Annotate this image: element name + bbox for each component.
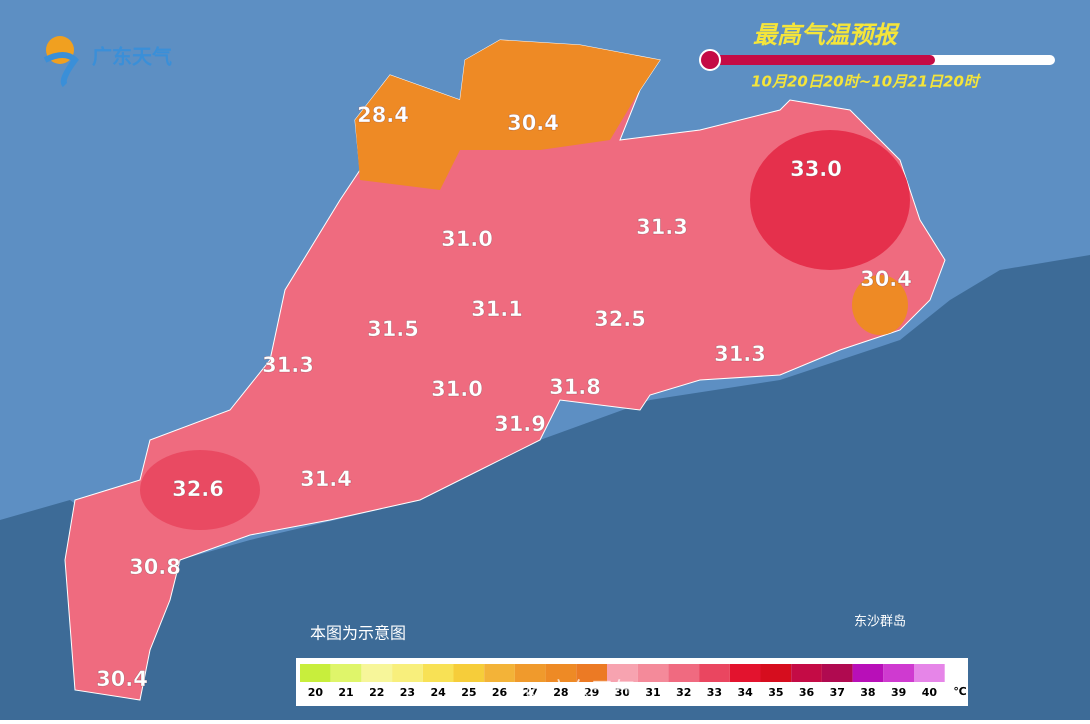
legend-swatch — [699, 664, 730, 682]
legend-label: 29 — [584, 686, 599, 699]
legend-label: 30 — [615, 686, 631, 699]
island: 东沙群岛 — [854, 614, 906, 630]
temp-label: 30.8 — [129, 555, 181, 579]
legend-label: 20 — [308, 686, 324, 699]
temp-label: 31.3 — [262, 353, 314, 377]
temp-label: 30.4 — [96, 667, 148, 691]
warm-zone — [852, 275, 908, 335]
legend-swatch — [484, 664, 515, 682]
legend-label: 22 — [369, 686, 384, 699]
legend-swatch — [760, 664, 792, 682]
temp-label: 31.4 — [300, 467, 352, 491]
legend-swatch — [821, 664, 853, 682]
legend-label: 31 — [645, 686, 660, 699]
temp-label: 30.4 — [507, 111, 559, 135]
legend-label: 24 — [430, 686, 446, 699]
temp-label: 31.8 — [549, 375, 601, 399]
thermo — [699, 49, 721, 71]
legend-label: 21 — [338, 686, 353, 699]
logo-text: 广东天气 — [92, 45, 172, 69]
legend-swatch — [637, 664, 669, 682]
logo-icon — [43, 52, 79, 88]
temp-label: 31.0 — [441, 227, 493, 251]
legend-swatch — [729, 664, 761, 682]
legend-swatch — [607, 664, 638, 682]
temp-label: 31.0 — [431, 377, 483, 401]
legend-label: 34 — [737, 686, 753, 699]
legend-label: 25 — [461, 686, 476, 699]
legend-label: 38 — [860, 686, 875, 699]
temp-label: 32.6 — [172, 477, 224, 501]
temp-label: 31.3 — [636, 215, 688, 239]
thermo — [705, 55, 935, 65]
warm-zone — [355, 40, 660, 190]
hot-zone — [750, 130, 910, 270]
title: 最高气温预报 — [753, 21, 900, 49]
temp-label: 31.3 — [714, 342, 766, 366]
legend-label: 27 — [523, 686, 538, 699]
legend-swatch — [300, 664, 331, 682]
legend-swatch — [883, 664, 914, 682]
legend-swatch — [330, 664, 362, 682]
legend-swatch — [453, 664, 485, 682]
legend-swatch — [361, 664, 393, 682]
temp-label: 31.1 — [471, 297, 523, 321]
legend-swatch — [576, 664, 607, 682]
watermark: @广东天气 — [525, 679, 635, 704]
legend-swatch — [514, 664, 546, 682]
legend-label: 35 — [768, 686, 783, 699]
legend-swatch — [422, 664, 454, 682]
legend-label: 26 — [492, 686, 508, 699]
temp-label: 30.4 — [860, 267, 912, 291]
hot-zone — [140, 450, 260, 530]
legend-label: 23 — [400, 686, 415, 699]
legend-swatch — [914, 664, 945, 682]
temp-label: 28.4 — [357, 103, 409, 127]
province — [64, 39, 946, 701]
legend-swatch — [392, 664, 423, 682]
legend-swatch — [545, 664, 577, 682]
temp-label: 33.0 — [790, 157, 842, 181]
note: 本图为示意图 — [310, 624, 406, 643]
legend-label: 33 — [707, 686, 722, 699]
legend-swatch — [852, 664, 884, 682]
temp-label: 32.5 — [594, 307, 646, 331]
legend-swatch — [668, 664, 700, 682]
legend-label: 28 — [553, 686, 568, 699]
legend-unit: ℃ — [953, 685, 966, 698]
temp-label: 31.5 — [367, 317, 419, 341]
legend-label: 36 — [799, 686, 815, 699]
legend-label: 39 — [891, 686, 906, 699]
legend-label: 37 — [830, 686, 845, 699]
legend-swatch — [791, 664, 822, 682]
legend-label: 32 — [676, 686, 691, 699]
legend-label: 40 — [922, 686, 938, 699]
temp-label: 31.9 — [494, 412, 546, 436]
period: 10月20日20时~10月21日20时 — [751, 73, 982, 91]
